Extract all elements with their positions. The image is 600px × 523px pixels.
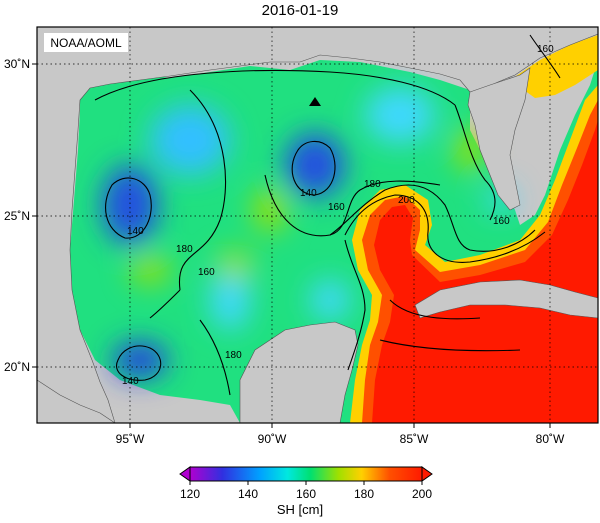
contour-label-160-florida: 160 [493,216,510,227]
contours [94,34,561,396]
colorbar-tick-label: 180 [354,487,374,501]
loop-current-core [372,120,598,423]
colorbar-gradient [189,466,423,482]
contour-label-140-west: 140 [127,226,144,237]
yucatan-peninsula [239,321,359,423]
contour-160-florida [454,104,496,221]
y-tick-label: 30˚N [4,57,30,71]
x-tick-label: 85˚W [400,432,429,446]
colorbar: 120 140 160 180 200 [179,466,433,501]
us-gulf-coast [37,27,598,423]
watermark-box [44,33,128,52]
anomaly-blobs [102,87,514,378]
contour-200-loop [344,194,546,371]
colorbar-max-arrow [421,466,433,482]
x-tick-label: 95˚W [116,432,145,446]
x-tick-label: 90˚W [258,432,287,446]
contour-160-main [94,69,456,291]
watermark: NOAA/AOML [50,36,122,50]
x-axis-labels: 95˚W 90˚W 85˚W 80˚W [116,432,565,446]
colorbar-tick-label: 200 [412,487,432,501]
colorbar-tick-label: 160 [296,487,316,501]
contour-140-central [291,140,336,196]
map-title: 2016-01-19 [261,2,339,19]
plot-frame [36,26,599,424]
y-tick-label: 20˚N [4,360,30,374]
station-triangle-icon [309,97,321,106]
contour-label-200-loop: 200 [398,195,415,206]
contour-label-180-south: 180 [225,350,242,361]
contour-label-160-central: 160 [328,202,345,213]
graticule [37,27,598,423]
contour-label-140-south: 140 [122,376,139,387]
ocean-field [70,27,598,423]
contour-label-180-west: 180 [176,244,193,255]
contour-label-180-central: 180 [364,179,381,190]
contour-180-loop-inner [379,299,521,352]
y-axis-labels: 30˚N 25˚N 20˚N [4,57,30,374]
contour-labels: 160 140 140 160 180 200 180 160 160 180 … [122,44,554,387]
northeast-warm [510,35,598,98]
contour-140-west [105,177,152,239]
colorbar-min-arrow [179,466,191,482]
colorbar-tick-label: 120 [180,487,200,501]
land-masses [37,27,598,423]
mexico-southwest [37,379,116,423]
y-tick-label: 25˚N [4,209,30,223]
contour-south-180 [199,319,231,396]
contour-label-140-central: 140 [300,188,317,199]
colorbar-tick-label: 140 [238,487,258,501]
cuba [414,279,598,319]
contour-ne-160 [529,34,561,79]
x-tick-label: 80˚W [536,432,565,446]
contour-label-160-ne: 160 [537,44,554,55]
colorbar-label: SH [cm] [276,502,324,517]
contour-180-a [329,184,536,252]
contour-label-160-west: 160 [198,267,215,278]
plot-area: 160 140 140 160 180 200 180 160 160 180 … [37,27,598,423]
tick-marks [32,63,551,428]
florida-peninsula [467,67,531,211]
contour-west-160 [149,289,181,319]
